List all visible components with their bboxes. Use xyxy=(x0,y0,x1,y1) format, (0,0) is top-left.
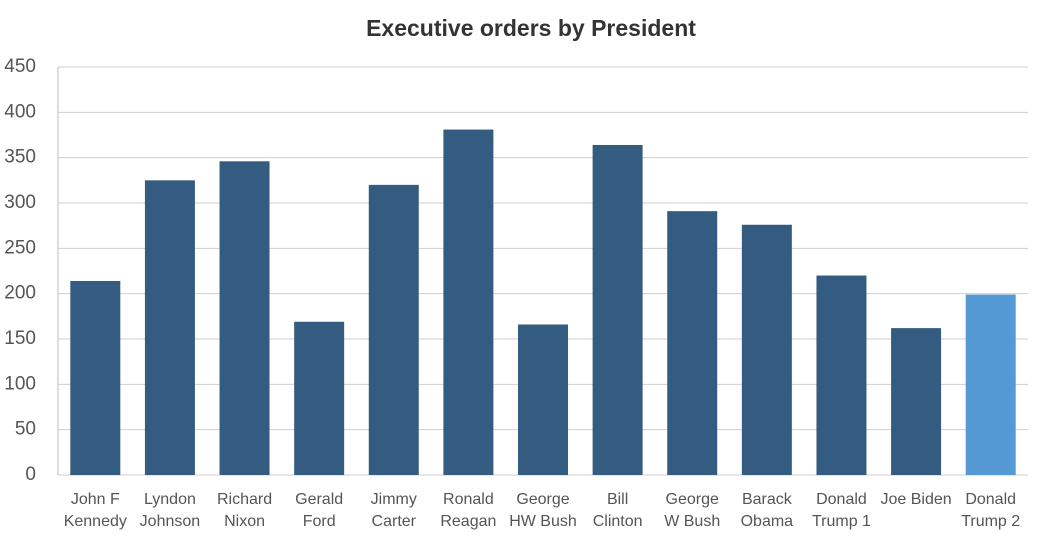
x-tick-label: George W Bush xyxy=(664,491,721,530)
y-tick-label: 400 xyxy=(4,101,36,122)
bar xyxy=(667,211,718,475)
y-tick-label: 300 xyxy=(4,192,36,213)
bar xyxy=(368,184,419,475)
x-tick-label: Barack Obama xyxy=(740,491,794,530)
y-tick-label: 350 xyxy=(4,147,36,168)
y-tick-label: 450 xyxy=(4,56,36,77)
y-tick-label: 0 xyxy=(25,464,36,485)
y-tick-label: 150 xyxy=(4,328,36,349)
bar xyxy=(144,180,195,476)
bar xyxy=(816,275,867,475)
x-tick-label: George HW Bush xyxy=(509,491,577,530)
x-tick-label: John F Kennedy xyxy=(63,491,127,530)
x-tick-label: Ronald Reagan xyxy=(440,491,497,530)
bar xyxy=(219,161,270,475)
x-tick-label: Richard Nixon xyxy=(216,491,273,530)
x-tick-label: Jimmy Carter xyxy=(370,491,417,530)
x-tick-label: Donald Trump 1 xyxy=(811,491,871,530)
bar xyxy=(518,324,568,475)
bar xyxy=(592,144,643,475)
bar xyxy=(70,280,121,475)
chart-title: Executive orders by President xyxy=(366,15,696,41)
bar xyxy=(965,294,1016,475)
x-tick-label: Lyndon Johnson xyxy=(139,491,201,530)
bar xyxy=(443,129,494,475)
y-tick-label: 100 xyxy=(4,373,36,394)
y-tick-label: 250 xyxy=(4,237,36,258)
x-tick-label: Gerald Ford xyxy=(295,491,344,530)
bar xyxy=(294,321,345,475)
bar xyxy=(891,328,942,475)
x-tick-label: Joe Biden xyxy=(880,491,952,508)
x-tick-label: Donald Trump 2 xyxy=(961,491,1021,530)
bar xyxy=(741,224,792,475)
y-tick-label: 50 xyxy=(15,419,36,440)
x-tick-label: Bill Clinton xyxy=(592,491,643,530)
y-tick-label: 200 xyxy=(4,283,36,304)
